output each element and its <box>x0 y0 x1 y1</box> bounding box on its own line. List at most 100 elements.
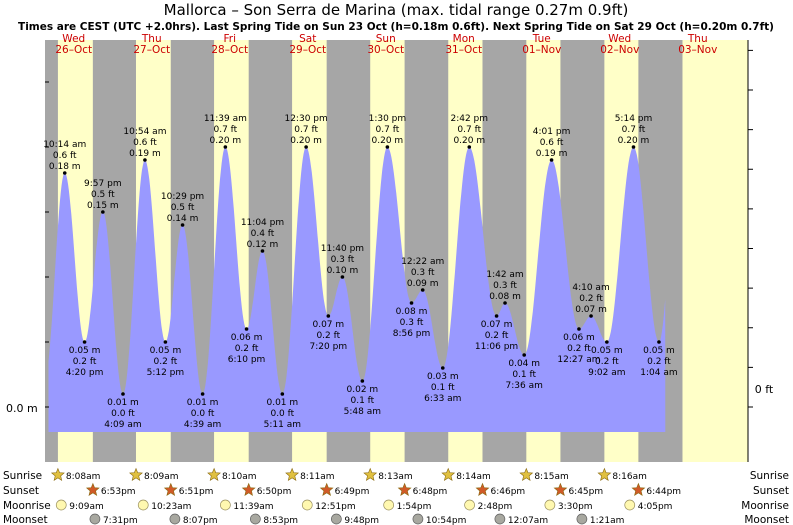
tide-point <box>657 340 661 344</box>
row-label-right: Sunset <box>753 485 789 497</box>
tide-point <box>494 314 499 318</box>
tide-point <box>121 392 125 396</box>
tide-m-label: 0.01 m <box>187 398 219 408</box>
tide-time-label: 7:36 am <box>506 381 543 391</box>
tide-m-label: 0.02 m <box>347 385 379 395</box>
tide-ft-label: 0.2 ft <box>567 344 591 354</box>
tide-m-label: 0.01 m <box>107 398 139 408</box>
tide-point <box>522 353 526 357</box>
tide-time-label: 11:06 pm <box>475 342 518 352</box>
date-label: 27–Oct <box>133 44 170 56</box>
tide-time-label: 4:01 pm <box>533 127 571 137</box>
sunrise-time: 8:10am <box>222 472 256 482</box>
tide-m-label: 0.08 m <box>396 307 428 317</box>
tide-point <box>143 158 147 162</box>
tide-time-label: 10:54 am <box>123 127 166 137</box>
tide-point <box>440 366 445 370</box>
moonrise-time: 2:48pm <box>478 502 513 512</box>
tide-time-label: 5:12 pm <box>147 368 185 378</box>
moonrise-time: 1:54pm <box>397 502 432 512</box>
moonrise-icon <box>544 499 556 511</box>
tide-point <box>549 158 554 162</box>
moonset-time: 8:53pm <box>263 516 298 525</box>
tide-time-label: 10:29 pm <box>161 192 204 202</box>
tide-time-label: 1:42 am <box>486 270 523 280</box>
tide-ft-label: 0.3 ft <box>400 318 424 328</box>
tide-point <box>82 340 87 344</box>
day-label: Wed <box>62 33 85 45</box>
tide-time-label: 9:57 pm <box>84 179 122 189</box>
tide-m-label: 0.10 m <box>327 266 359 276</box>
tide-time-label: 6:10 pm <box>228 355 266 365</box>
moonrise-time: 10:23am <box>151 502 191 512</box>
tide-ft-label: 0.7 ft <box>214 125 238 135</box>
tide-ft-label: 0.1 ft <box>431 383 455 393</box>
chart-title: Mallorca – Son Serra de Marina (max. tid… <box>164 1 629 19</box>
tide-point <box>360 379 365 383</box>
tide-ft-label: 0.2 ft <box>154 357 178 367</box>
date-label: 31–Oct <box>445 44 482 56</box>
moonrise-icon <box>137 499 149 511</box>
moonset-icon <box>250 513 261 525</box>
sunrise-time: 8:11am <box>300 472 335 482</box>
sunset-time: 6:49pm <box>335 487 370 497</box>
tide-time-label: 8:56 pm <box>393 329 431 339</box>
tide-time-label: 12:30 pm <box>284 114 327 124</box>
sunrise-time: 8:08am <box>66 472 101 482</box>
sunset-icon <box>163 482 178 496</box>
date-label: 01–Nov <box>522 44 561 56</box>
sunrise-time: 8:15am <box>534 472 569 482</box>
y-axis-label-left: 0.0 m <box>6 402 38 415</box>
tide-m-label: 0.05 m <box>150 346 182 356</box>
tide-point <box>260 249 265 253</box>
row-label-right: Moonset <box>744 514 789 525</box>
row-label-right: Moonrise <box>741 500 789 512</box>
tide-m-label: 0.20 m <box>453 136 485 146</box>
date-label: 02–Nov <box>600 44 639 56</box>
tide-m-label: 0.05 m <box>69 346 101 356</box>
tide-ft-label: 0.6 ft <box>540 138 564 148</box>
tide-ft-label: 0.2 ft <box>235 344 259 354</box>
tide-m-label: 0.07 m <box>312 320 344 330</box>
tide-m-label: 0.06 m <box>563 333 595 343</box>
tide-time-label: 4:10 am <box>572 283 609 293</box>
tide-ft-label: 0.2 ft <box>579 294 603 304</box>
sunrise-time: 8:16am <box>612 472 647 482</box>
date-label: 30–Oct <box>367 44 404 56</box>
tide-ft-label: 0.2 ft <box>595 357 619 367</box>
tide-time-label: 4:09 am <box>104 420 141 430</box>
tide-ft-label: 0.7 ft <box>622 125 646 135</box>
tide-time-label: 5:48 am <box>344 407 381 417</box>
tide-time-label: 4:20 pm <box>66 368 104 378</box>
tide-time-label: 7:20 pm <box>310 342 348 352</box>
sunset-icon <box>553 482 568 496</box>
row-label-left: Sunset <box>3 485 39 497</box>
sunset-icon <box>241 482 256 496</box>
tide-point <box>409 301 414 305</box>
tide-time-label: 11:04 pm <box>241 218 284 228</box>
sunset-icon <box>475 482 490 496</box>
tide-point <box>385 145 390 149</box>
sunset-icon <box>397 482 412 496</box>
tide-ft-label: 0.1 ft <box>350 396 374 406</box>
tide-m-label: 0.04 m <box>508 359 540 369</box>
tide-point <box>163 340 168 344</box>
sunrise-icon <box>129 467 143 481</box>
date-label: 29–Oct <box>289 44 326 56</box>
moonrise-icon <box>624 499 636 511</box>
tide-m-label: 0.01 m <box>266 398 298 408</box>
tide-time-label: 12:22 am <box>401 257 444 267</box>
row-label-left: Moonrise <box>3 500 51 512</box>
sunset-time: 6:53pm <box>101 487 136 497</box>
tide-ft-label: 0.1 ft <box>512 370 536 380</box>
tide-time-label: 9:02 am <box>588 368 625 378</box>
tide-point <box>503 301 507 305</box>
moonset-icon <box>89 513 101 525</box>
tide-time-label: 5:11 am <box>264 420 301 430</box>
sunrise-time: 8:14am <box>456 472 491 482</box>
tide-ft-label: 0.2 ft <box>485 331 509 341</box>
sunset-time: 6:51pm <box>179 487 214 497</box>
day-label: Fri <box>223 33 236 45</box>
day-headers: Wed26–OctThu27–OctFri28–OctSat29–OctSun3… <box>55 33 717 56</box>
chart-subtitle: Times are CEST (UTC +2.0hrs). Last Sprin… <box>18 21 774 33</box>
